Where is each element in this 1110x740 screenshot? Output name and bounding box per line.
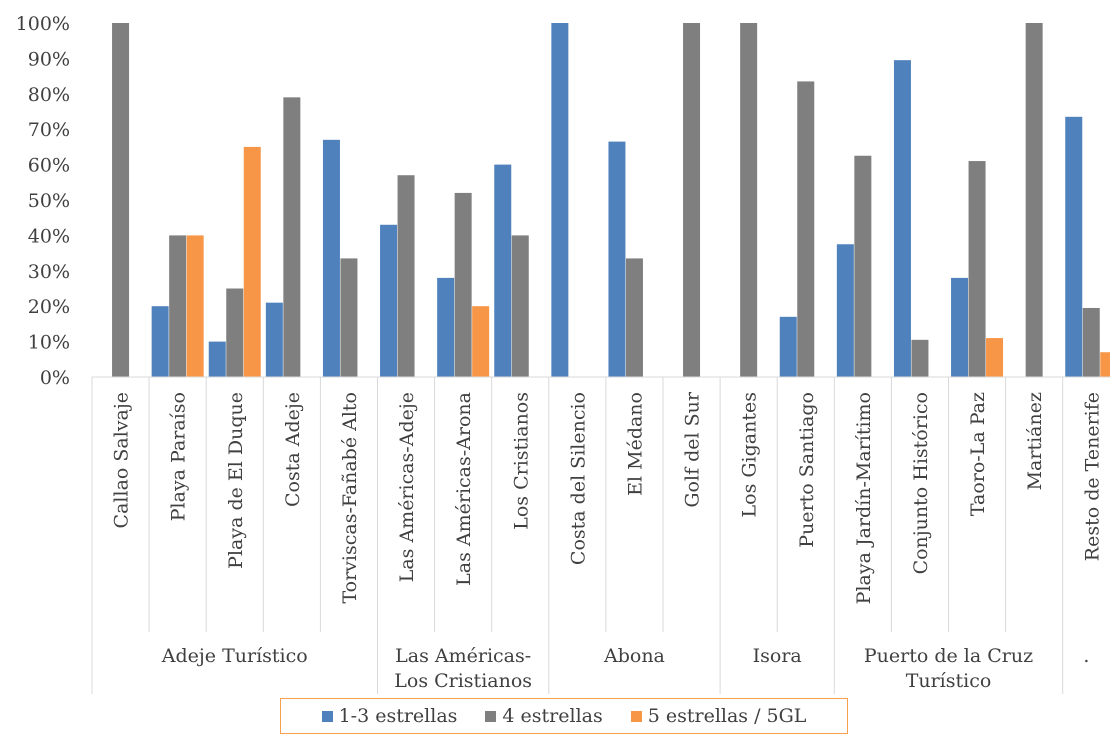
category-label: Martiánez [1024, 392, 1046, 490]
bar [243, 146, 261, 377]
bar [151, 306, 169, 377]
y-tick-label: 90% [28, 48, 70, 70]
legend-label-1: 1-3 estrellas [338, 705, 458, 727]
bar [893, 60, 911, 378]
bar [779, 316, 797, 377]
bar [283, 97, 301, 377]
y-tick-label: 20% [28, 296, 70, 318]
category-label: El Médano [624, 392, 646, 496]
bar [340, 258, 358, 377]
bar [265, 302, 283, 377]
y-tick-label: 100% [16, 13, 70, 35]
bar [968, 161, 986, 377]
bar [494, 164, 512, 377]
legend-item-1: 1-3 estrellas [321, 705, 458, 727]
bar [608, 141, 626, 377]
bar [322, 139, 340, 377]
bar [472, 306, 490, 377]
bar [226, 288, 244, 377]
legend-label-3: 5 estrellas / 5GL [647, 705, 807, 727]
bar [797, 81, 815, 377]
category-label: Taoro-La Paz [967, 392, 989, 516]
legend-item-3: 5 estrellas / 5GL [630, 705, 807, 727]
bar [208, 341, 226, 377]
bar [1100, 352, 1110, 377]
bar [186, 235, 204, 377]
bar [112, 23, 130, 377]
legend-swatch-3 [630, 710, 642, 722]
category-label: Playa Jardín-Marítimo [853, 392, 875, 604]
category-label: Costa del Silencio [567, 392, 589, 565]
legend: 1-3 estrellas 4 estrellas 5 estrellas / … [280, 698, 848, 734]
legend-item-2: 4 estrellas [485, 705, 603, 727]
group-label: Isora [753, 645, 802, 667]
y-tick-label: 0% [40, 367, 70, 389]
bar [951, 277, 969, 377]
y-tick-label: 70% [28, 119, 70, 141]
category-label: Playa de El Duque [225, 392, 247, 569]
y-tick-label: 30% [28, 261, 70, 283]
y-tick-label: 50% [28, 190, 70, 212]
category-label: Resto de Tenerife [1081, 392, 1103, 561]
group-label: Puerto de la Cruz [864, 645, 1033, 667]
group-label: Los Cristianos [394, 670, 532, 692]
category-label: Los Gigantes [739, 392, 761, 517]
y-tick-label: 80% [28, 84, 70, 106]
category-label: Puerto Santiago [796, 392, 818, 548]
y-tick-label: 40% [28, 225, 70, 247]
bar [625, 258, 643, 377]
bar [511, 235, 529, 377]
bar [1025, 23, 1043, 377]
bar [740, 23, 758, 377]
category-label: Golf del Sur [682, 391, 704, 508]
category-label: Playa Paraíso [168, 392, 190, 521]
bar [397, 175, 415, 377]
bar [169, 235, 187, 377]
legend-swatch-2 [485, 710, 497, 722]
category-label: Torviscas-Fañabé Alto [339, 392, 361, 604]
category-label: Las Américas-Adeje [396, 392, 418, 582]
group-label: Abona [603, 645, 665, 667]
bar [986, 338, 1004, 377]
bar [836, 244, 854, 377]
category-label: Callao Salvaje [111, 392, 133, 528]
bar [854, 155, 872, 377]
bar [437, 277, 455, 377]
bar [551, 23, 569, 377]
group-label: . [1083, 645, 1089, 667]
bar [911, 339, 929, 377]
y-tick-label: 10% [28, 332, 70, 354]
bar [454, 192, 472, 377]
group-label: Las Américas- [395, 645, 531, 667]
group-label: Adeje Turístico [161, 645, 308, 667]
group-label: Turístico [906, 670, 992, 692]
category-label: Las Américas-Arona [453, 392, 475, 586]
bar [1065, 116, 1083, 377]
bar [1082, 307, 1100, 377]
legend-swatch-1 [321, 710, 333, 722]
category-label: Conjunto Histórico [910, 392, 932, 574]
y-tick-label: 60% [28, 155, 70, 177]
bar [380, 224, 398, 377]
legend-label-2: 4 estrellas [502, 705, 603, 727]
bar [683, 23, 701, 377]
category-label: Los Cristianos [510, 392, 532, 530]
category-label: Costa Adeje [282, 392, 304, 507]
